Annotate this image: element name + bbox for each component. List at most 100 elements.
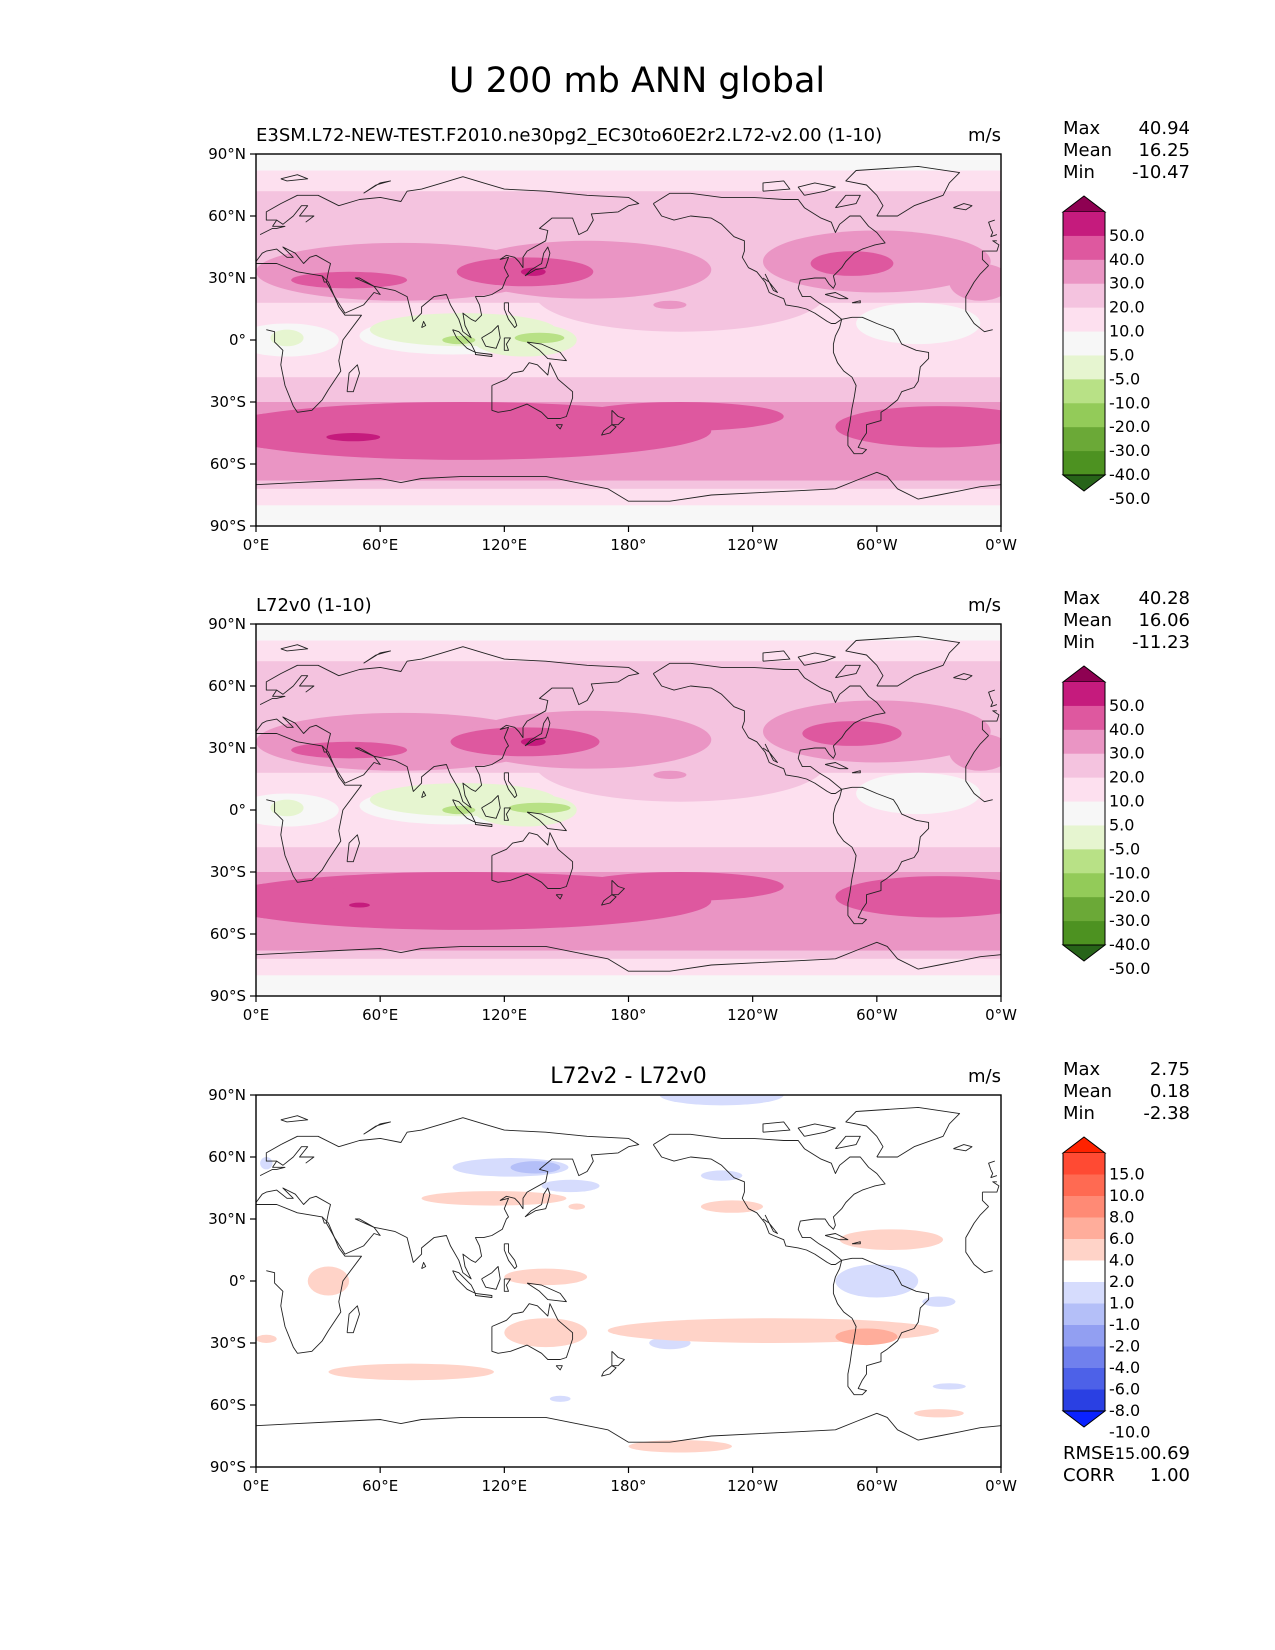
x-tick-label: 0°E: [243, 1006, 270, 1024]
coastline: [256, 1412, 1001, 1443]
coastline: [276, 205, 315, 225]
colorbar-swatch: [1063, 331, 1105, 356]
coastline: [762, 743, 778, 763]
colorbar-swatch: [1063, 235, 1105, 261]
colorbar: 15.0 10.0 8.0 6.0 4.0 2.0 1.0 -1.0 -2.0 -4.0 -6.0 -…: [1061, 1136, 1150, 1463]
colorbar-label: -10.0: [1109, 863, 1150, 882]
x-tick-label: 180°: [610, 1006, 646, 1024]
jet-s-40-b: [576, 872, 784, 901]
stat-value: 2.75: [1150, 1059, 1190, 1080]
colorbar-label: 5.0: [1109, 815, 1134, 834]
coastline: [797, 182, 836, 196]
coastline: [524, 716, 551, 747]
coastline: [988, 219, 995, 237]
coastline: [835, 194, 861, 209]
x-tick-label: 0°E: [243, 1477, 270, 1495]
coastline: [555, 894, 563, 900]
y-tick-label: 90°S: [210, 987, 246, 1005]
coastline: [611, 409, 625, 426]
coastline: [845, 635, 961, 687]
coastline: [953, 203, 973, 211]
pacific-small: [653, 770, 687, 779]
coastline: [346, 364, 360, 393]
diff-pos-b: [568, 1203, 586, 1210]
coastline: [474, 351, 493, 357]
panel-title: E3SM.L72-NEW-TEST.F2010.ne30pg2_EC30to60…: [256, 125, 882, 146]
stat-label: Max: [1063, 588, 1101, 609]
coastline: [851, 300, 861, 304]
coastline: [280, 644, 309, 652]
y-tick-label: 90°N: [208, 1086, 246, 1104]
y-tick-label: 30°N: [208, 739, 246, 757]
colorbar-extend-min: [1061, 1410, 1107, 1428]
colorbar-label: 50.0: [1109, 696, 1145, 715]
colorbar-swatch: [1063, 1174, 1105, 1197]
coastline: [256, 263, 362, 413]
coastline: [503, 302, 518, 329]
coastline: [845, 165, 961, 217]
colorbar-label: -15.0: [1109, 1444, 1150, 1463]
coastline: [474, 1292, 493, 1298]
colorbar-label: 40.0: [1109, 250, 1145, 269]
colorbar-extend-min: [1061, 474, 1107, 492]
diff-pos-k: [914, 1409, 964, 1418]
x-tick-label: 0°E: [243, 536, 270, 554]
colorbar-label: 15.0: [1109, 1165, 1145, 1184]
jet-s-50: [349, 902, 370, 908]
x-tick-label: 180°: [610, 1477, 646, 1495]
colorbar-label: 5.0: [1109, 345, 1134, 364]
colorbar-extend-max: [1061, 195, 1107, 213]
y-tick-label: 30°S: [210, 393, 246, 411]
x-tick-label: 120°W: [727, 1006, 778, 1024]
stat-value: 40.94: [1138, 118, 1190, 139]
coastline: [982, 240, 1000, 252]
colorbar-label: -4.0: [1109, 1358, 1140, 1377]
colorbar-swatch: [1063, 729, 1105, 755]
coastline: [363, 650, 391, 664]
jet-s-40-c: [835, 876, 1001, 918]
coastline: [503, 1243, 518, 1270]
easterly-green-c: [270, 799, 304, 817]
jet-n-30-d: [949, 733, 1001, 771]
coastline: [256, 176, 640, 339]
coastline: [280, 174, 309, 182]
panel-units: m/s: [968, 1066, 1001, 1087]
coastline: [832, 1257, 930, 1396]
coastline: [601, 424, 617, 436]
y-tick-label: 30°N: [208, 269, 246, 287]
x-tick-label: 0°W: [985, 1477, 1017, 1495]
coastline: [526, 811, 567, 832]
coastline: [762, 273, 778, 293]
stat-label: Max: [1063, 118, 1101, 139]
jet-s-40-b: [576, 402, 784, 431]
coastline: [824, 292, 849, 300]
jet-s-50: [326, 433, 381, 442]
diff-pos-g: [504, 1318, 588, 1348]
coastline: [981, 1192, 989, 1207]
colorbar-label: -50.0: [1109, 959, 1150, 978]
x-tick-label: 120°W: [727, 1477, 778, 1495]
coastline: [824, 1233, 849, 1241]
y-tick-label: 60°S: [210, 455, 246, 473]
tropics-neutral-b: [856, 302, 981, 345]
coastline: [601, 894, 617, 906]
coastline: [797, 652, 836, 666]
jet-n-30-d: [949, 263, 1001, 301]
x-tick-label: 60°W: [856, 1006, 898, 1024]
colorbar-swatch: [1063, 1325, 1105, 1347]
colorbar-swatch: [1063, 1196, 1105, 1218]
coastlines: [256, 635, 1001, 972]
coastline: [652, 192, 886, 324]
colorbar-swatch: [1063, 1389, 1105, 1412]
coastline: [276, 675, 315, 695]
coastline: [363, 180, 391, 194]
stat-label: Min: [1063, 162, 1095, 183]
colorbar-swatch: [1063, 1282, 1105, 1304]
coastline: [481, 795, 501, 819]
coastline: [835, 664, 861, 679]
coastline: [256, 646, 640, 809]
colorbar-label: 10.0: [1109, 792, 1145, 811]
panel-1: 0°E 60°E 120°E 180° 120°W 60°W 0°W 90°N 60°N 30°N…: [208, 118, 1190, 554]
coastline: [824, 762, 849, 770]
coastline: [256, 1117, 640, 1280]
